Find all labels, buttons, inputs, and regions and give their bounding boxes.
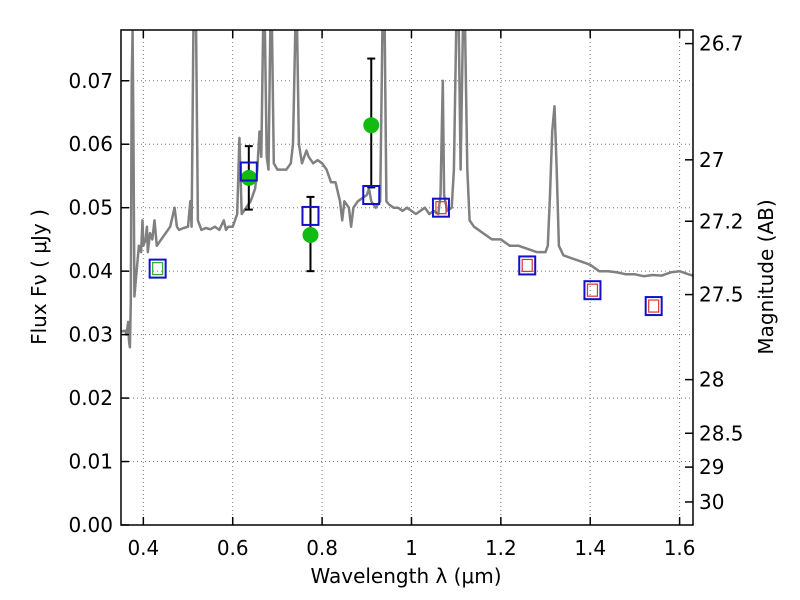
magnitude-tick-label: 27.5 bbox=[699, 283, 744, 307]
x-axis-ticks: 0.4 0.6 0.8 1 1.2 1.4 1.6 bbox=[127, 30, 696, 560]
magnitude-axis-title: Magnitude (AB) bbox=[754, 199, 778, 354]
x-tick-label: 1.4 bbox=[574, 536, 606, 560]
magnitude-tick-label: 28 bbox=[699, 368, 724, 392]
x-tick-label: 1.2 bbox=[485, 536, 517, 560]
magnitude-tick-label: 27 bbox=[699, 148, 724, 172]
x-tick-label: 0.4 bbox=[127, 536, 159, 560]
model-box bbox=[644, 296, 663, 317]
y-tick-label: 0.00 bbox=[68, 513, 113, 537]
y-axis-title: Flux Fν ( μJy ) bbox=[27, 209, 51, 345]
magnitude-tick-label: 26.7 bbox=[699, 32, 744, 56]
x-tick-label: 1.6 bbox=[664, 536, 696, 560]
observed-point bbox=[363, 117, 380, 134]
x-tick-label: 0.8 bbox=[306, 536, 338, 560]
y-axis-ticks: 0.00 0.01 0.02 0.03 0.04 0.05 0.06 0.07 bbox=[68, 69, 129, 537]
model-box-inner bbox=[152, 262, 164, 276]
model-box bbox=[362, 185, 381, 205]
model-box bbox=[301, 205, 320, 226]
model-spectrum-line bbox=[121, 30, 693, 349]
magnitude-tick-label: 29 bbox=[699, 455, 724, 479]
model-box bbox=[431, 197, 450, 218]
x-tick-label: 1 bbox=[405, 536, 418, 560]
y-tick-label: 0.01 bbox=[68, 450, 113, 474]
magnitude-tick-label: 30 bbox=[699, 490, 724, 514]
model-box-inner bbox=[435, 201, 447, 215]
magnitude-tick-label: 27.2 bbox=[699, 209, 744, 233]
y-tick-label: 0.06 bbox=[68, 132, 113, 156]
model-box bbox=[239, 161, 258, 182]
x-tick-label: 0.6 bbox=[217, 536, 249, 560]
model-box bbox=[148, 258, 167, 279]
x-axis-title: Wavelength λ (μm) bbox=[310, 564, 501, 588]
model-box-inner bbox=[648, 299, 660, 313]
magnitude-axis-ticks: 26.7 27 27.2 27.5 28 28.5 29 30 bbox=[685, 32, 744, 514]
y-tick-label: 0.02 bbox=[68, 386, 113, 410]
model-box-inner bbox=[521, 258, 533, 273]
model-photometry-boxes bbox=[148, 161, 663, 317]
model-box bbox=[583, 280, 602, 301]
observed-point bbox=[302, 226, 319, 243]
y-tick-label: 0.07 bbox=[68, 69, 113, 93]
model-box bbox=[518, 255, 537, 276]
plot-frame bbox=[120, 29, 694, 526]
y-tick-label: 0.05 bbox=[68, 196, 113, 220]
observed-point bbox=[240, 169, 257, 186]
y-tick-label: 0.04 bbox=[68, 259, 113, 283]
magnitude-tick-label: 28.5 bbox=[699, 421, 744, 445]
observed-points bbox=[240, 117, 380, 243]
y-tick-label: 0.03 bbox=[68, 323, 113, 347]
grid bbox=[121, 30, 693, 525]
model-box-inner bbox=[586, 283, 599, 297]
